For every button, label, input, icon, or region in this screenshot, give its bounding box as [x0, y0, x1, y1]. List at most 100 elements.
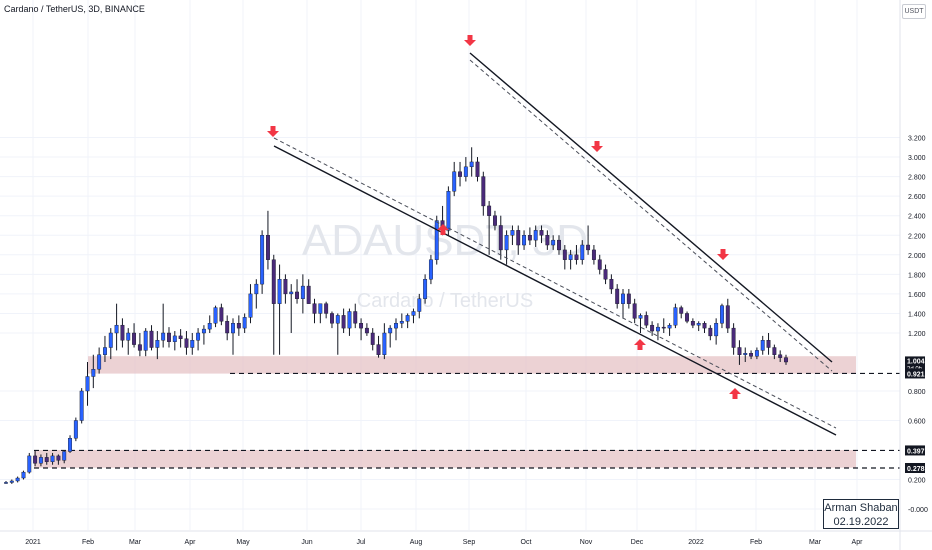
arrow-up-marker: [437, 224, 449, 235]
candle-down: [539, 230, 544, 236]
time-tick-label: Dec: [631, 539, 644, 546]
candle-up: [300, 285, 305, 299]
candle-down: [219, 307, 224, 322]
candle-up: [580, 244, 585, 260]
time-tick-label: Apr: [852, 539, 864, 546]
candle-up: [97, 354, 102, 370]
price-tick-label: 1.800: [908, 272, 926, 279]
candle-up: [754, 350, 759, 357]
candle-down: [650, 324, 655, 332]
candle-up: [463, 166, 468, 177]
candle-down: [708, 327, 713, 337]
candle-up: [172, 335, 177, 342]
time-tick-label: Jul: [357, 539, 366, 546]
level-price-badge: [905, 462, 925, 473]
time-tick-label: Sep: [463, 539, 476, 546]
candle-down: [458, 171, 462, 177]
level-price-label: 0.278: [907, 466, 925, 473]
candle-up: [143, 330, 148, 351]
candle-up: [201, 328, 206, 334]
price-tick-label: 1.200: [908, 331, 926, 338]
candle-up: [21, 471, 26, 479]
candle-up: [196, 332, 201, 341]
candle-up: [411, 311, 416, 316]
candle-up: [568, 254, 573, 260]
candle-up: [667, 324, 672, 329]
candle-down: [481, 176, 486, 207]
price-tick-label: 3.200: [908, 136, 926, 143]
time-tick-label: May: [236, 539, 250, 546]
price-tick-label: 2.800: [908, 175, 926, 182]
signature-box: Arman Shaban 02.19.2022: [823, 499, 899, 529]
time-tick-label: Mar: [809, 539, 822, 546]
time-tick-label: 2021: [25, 539, 41, 546]
time-tick-label: Oct: [521, 539, 532, 546]
time-tick-label: Aug: [410, 539, 423, 546]
candle-down: [137, 344, 142, 351]
price-tick-label: 2.600: [908, 194, 926, 201]
time-tick-label: Mar: [129, 539, 142, 546]
watermark-symbol: ADAUSDT, 3D: [302, 216, 588, 265]
candle-up: [155, 340, 160, 348]
price-tick-label: 0.800: [908, 389, 926, 396]
candle-down: [626, 293, 631, 304]
candle-up: [9, 480, 14, 483]
candle-down: [725, 305, 730, 329]
currency-button[interactable]: USDT: [902, 4, 926, 19]
candle-up: [382, 332, 387, 355]
candle-down: [283, 279, 288, 295]
price-tick-label: 1.600: [908, 292, 926, 299]
candle-up: [347, 311, 352, 329]
support-zone: [34, 450, 856, 468]
trendline-upper-dashed: [469, 59, 833, 372]
candle-up: [399, 321, 404, 324]
candle-down: [498, 225, 503, 251]
candle-down: [597, 259, 602, 270]
candle-up: [126, 332, 131, 341]
candle-down: [364, 327, 369, 334]
candle-down: [236, 323, 241, 329]
current-price-label: 1.004: [907, 358, 925, 365]
candle-up: [91, 369, 96, 377]
level-price-badge: [905, 445, 925, 456]
candle-down: [330, 313, 334, 324]
candle-down: [557, 239, 561, 251]
candle-up: [213, 307, 218, 324]
candle-down: [661, 326, 666, 329]
candle-down: [132, 332, 137, 345]
chart-header-title: Cardano / TetherUS, 3D, BINANCE: [4, 4, 145, 14]
candle-down: [295, 291, 299, 299]
candle-down: [167, 332, 171, 342]
candle-down: [685, 313, 689, 322]
candle-up: [79, 390, 84, 421]
candle-down: [184, 338, 189, 348]
time-tick-label: Nov: [580, 539, 593, 546]
candle-down: [44, 457, 49, 463]
candle-down: [493, 215, 497, 226]
time-tick-label: Apr: [185, 539, 197, 546]
candle-up: [760, 340, 765, 351]
candle-up: [68, 438, 72, 452]
candle-down: [475, 161, 480, 177]
candle-up: [207, 323, 212, 330]
arrow-down-marker: [267, 126, 279, 137]
candle-down: [749, 353, 754, 357]
price-tick-label: 2.000: [908, 253, 926, 260]
level-price-label: 0.397: [907, 448, 925, 455]
candle-down: [679, 307, 684, 314]
candle-up: [428, 259, 433, 280]
support-zone: [88, 356, 856, 374]
candle-down: [33, 455, 38, 464]
candle-down: [225, 321, 230, 334]
level-price-label: 0.921: [907, 371, 925, 378]
candle-down: [516, 230, 521, 246]
candle-up: [4, 482, 8, 484]
candle-up: [85, 376, 90, 392]
candle-down: [690, 321, 695, 326]
candle-down: [376, 344, 381, 355]
candle-up: [405, 315, 410, 322]
candle-down: [731, 327, 736, 348]
signature-date: 02.19.2022: [833, 516, 889, 528]
